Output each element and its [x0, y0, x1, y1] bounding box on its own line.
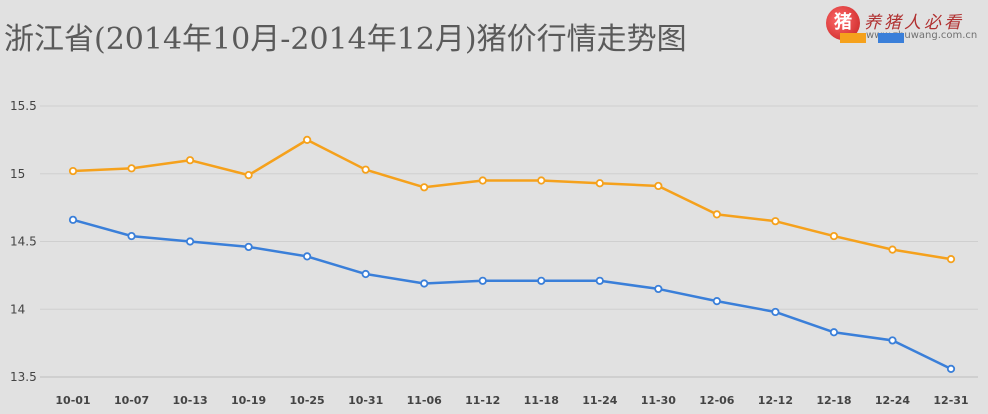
data-point	[478, 276, 487, 285]
watermark-logo: 猪 养猪人必看 www.zhuwang.com.cn	[826, 4, 986, 44]
y-tick-label: 15	[10, 167, 25, 181]
x-tick-label: 12-12	[758, 394, 793, 407]
data-point	[654, 284, 663, 294]
data-point	[127, 164, 136, 173]
data-point	[537, 176, 546, 185]
data-point	[244, 171, 253, 180]
data-point	[68, 215, 78, 224]
watermark-url: www.zhuwang.com.cn	[866, 30, 978, 41]
y-tick-label: 14	[10, 302, 25, 316]
series-line-2	[72, 218, 952, 370]
data-point	[946, 255, 956, 264]
legend-swatch-series-1	[840, 33, 866, 43]
x-tick-label: 11-30	[641, 394, 677, 407]
x-tick-label: 10-19	[231, 394, 266, 407]
data-point	[420, 183, 429, 192]
data-point	[946, 364, 956, 373]
x-tick-label: 11-18	[524, 394, 559, 407]
x-tick-label: 10-31	[348, 394, 383, 407]
data-point	[712, 297, 721, 306]
x-tick-label: 11-06	[407, 394, 443, 407]
watermark-text: 养猪人必看	[864, 13, 964, 33]
data-point	[654, 181, 663, 191]
data-point	[478, 176, 487, 185]
data-point	[829, 328, 839, 337]
data-point	[361, 269, 370, 279]
x-tick-label: 10-13	[172, 394, 207, 407]
data-point	[888, 336, 897, 345]
x-tick-label: 10-07	[114, 394, 149, 407]
legend-swatch-series-2	[878, 33, 904, 43]
data-point	[712, 210, 721, 219]
data-point	[361, 165, 370, 174]
data-point	[303, 135, 312, 144]
chart-legend	[840, 33, 910, 43]
data-point	[244, 242, 253, 252]
x-tick-label: 12-06	[699, 394, 735, 407]
chart-title: 浙江省(2014年10月-2014年12月)猪价行情走势图	[4, 22, 687, 57]
x-tick-label: 11-12	[465, 394, 500, 407]
y-tick-label: 15.5	[10, 99, 37, 113]
x-tick-label: 11-24	[582, 394, 618, 407]
x-tick-label: 12-18	[816, 394, 851, 407]
data-point	[829, 231, 839, 241]
data-point	[771, 307, 780, 317]
data-point	[595, 276, 604, 285]
data-point	[771, 217, 780, 226]
data-point	[537, 276, 546, 285]
series-line-1	[72, 138, 952, 261]
x-tick-label: 10-25	[290, 394, 325, 407]
data-point	[127, 231, 136, 241]
data-point	[303, 252, 312, 261]
y-tick-label: 13.5	[10, 370, 37, 384]
data-point	[420, 279, 429, 288]
data-point	[185, 237, 195, 246]
x-tick-label: 12-31	[933, 394, 968, 407]
data-point	[888, 245, 897, 254]
data-point	[595, 179, 604, 188]
x-tick-label: 10-01	[55, 394, 90, 407]
data-point	[185, 156, 195, 165]
data-point	[68, 166, 78, 176]
x-tick-label: 12-24	[875, 394, 911, 407]
y-tick-label: 14.5	[10, 235, 37, 249]
